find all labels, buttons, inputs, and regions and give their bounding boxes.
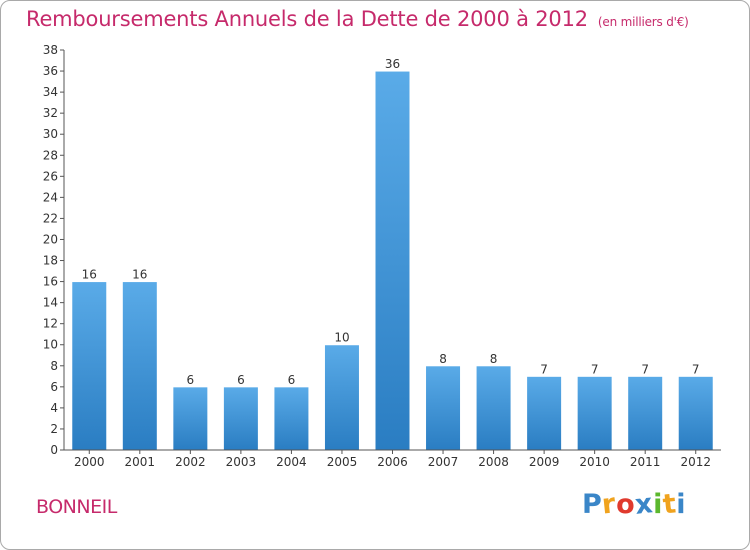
data-label-2008: 8: [490, 352, 498, 366]
proxiti-logo: Proxiti: [582, 488, 687, 521]
bar-2001: [121, 281, 158, 451]
x-tick-label-2003: 2003: [226, 455, 257, 469]
x-tick-label-2009: 2009: [529, 455, 560, 469]
chart-title-text: Remboursements Annuels de la Dette de 20…: [26, 7, 588, 31]
logo-letter: P: [582, 489, 603, 520]
y-tick-label: 12: [43, 317, 58, 331]
y-tick-label: 10: [43, 338, 58, 352]
data-label-2001: 16: [132, 268, 147, 282]
y-tick-label: 14: [43, 296, 58, 310]
y-tick-label: 38: [43, 43, 58, 57]
bar-2004: [273, 386, 310, 451]
chart-title: Remboursements Annuels de la Dette de 20…: [26, 7, 689, 31]
bar-2007: [425, 365, 462, 451]
y-tick-label: 4: [50, 401, 58, 415]
data-label-2002: 6: [187, 373, 195, 387]
bar-2002: [172, 386, 209, 451]
y-tick-label: 8: [50, 359, 58, 373]
y-tick-label: 20: [43, 232, 58, 246]
logo-letter: i: [653, 489, 663, 520]
town-name: BONNEIL: [36, 496, 117, 518]
bar-2000: [71, 281, 108, 451]
y-tick-label: 32: [43, 106, 58, 120]
bar-2011: [627, 375, 664, 451]
bar-2012: [677, 375, 714, 451]
logo-letter: o: [616, 489, 636, 520]
x-tick-label-2008: 2008: [478, 455, 509, 469]
bar-2008: [475, 365, 512, 451]
y-tick-label: 22: [43, 211, 58, 225]
x-tick-label-2005: 2005: [327, 455, 358, 469]
x-tick-label-2001: 2001: [125, 455, 156, 469]
data-label-2009: 7: [540, 362, 548, 376]
x-tick-label-2002: 2002: [175, 455, 206, 469]
x-tick-label-2004: 2004: [276, 455, 307, 469]
bar-2009: [526, 375, 563, 451]
data-label-2007: 8: [439, 352, 447, 366]
bar-2010: [576, 375, 613, 451]
data-label-2011: 7: [641, 362, 649, 376]
data-label-2005: 10: [334, 331, 349, 345]
x-tick-label-2006: 2006: [377, 455, 408, 469]
y-tick-label: 28: [43, 148, 58, 162]
x-tick-label-2000: 2000: [74, 455, 105, 469]
y-tick-label: 34: [43, 85, 58, 99]
data-label-2004: 6: [288, 373, 296, 387]
logo-letter: x: [633, 488, 655, 521]
y-tick-label: 6: [50, 380, 58, 394]
y-tick-label: 30: [43, 127, 58, 141]
y-tick-label: 24: [43, 190, 58, 204]
data-label-2006: 36: [385, 57, 400, 71]
data-label-2010: 7: [591, 362, 599, 376]
data-label-2000: 16: [82, 268, 97, 282]
x-tick-label-2011: 2011: [630, 455, 661, 469]
data-label-2003: 6: [237, 373, 245, 387]
bar-2006: [374, 70, 411, 451]
y-tick-label: 16: [43, 275, 58, 289]
y-tick-label: 36: [43, 64, 58, 78]
x-tick-label-2007: 2007: [428, 455, 459, 469]
bar-2005: [323, 344, 360, 451]
bar-2003: [222, 386, 259, 451]
x-tick-label-2012: 2012: [680, 455, 711, 469]
y-tick-label: 2: [50, 422, 58, 436]
x-tick-label-2010: 2010: [579, 455, 610, 469]
logo-letter: i: [676, 489, 687, 520]
y-tick-label: 26: [43, 169, 58, 183]
y-tick-label: 18: [43, 254, 58, 268]
y-tick-label: 0: [50, 443, 58, 457]
chart-subtitle: (en milliers d'€): [597, 15, 689, 29]
data-label-2012: 7: [692, 362, 700, 376]
